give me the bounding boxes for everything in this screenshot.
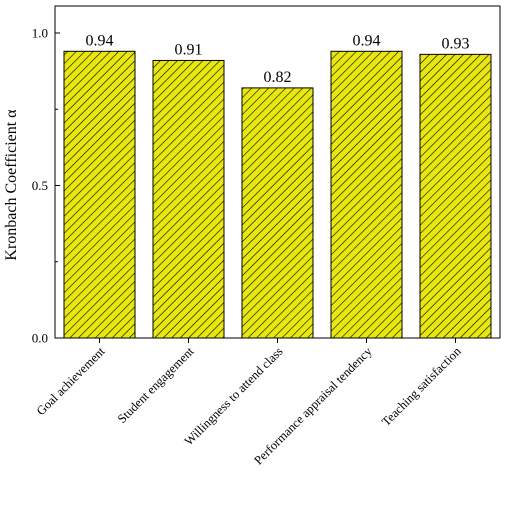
bar-value-label: 0.93 — [442, 35, 470, 52]
x-category-label: Willingness to attend class — [182, 344, 286, 448]
x-category-label: Goal achievement — [34, 344, 108, 418]
y-axis: 0.0 0.5 1.0 — [32, 26, 60, 346]
x-axis: Goal achievement Student engagementWillin… — [34, 338, 464, 468]
bar-value-label: 0.94 — [353, 32, 381, 49]
bar-value-label: 0.94 — [86, 32, 114, 49]
bar — [241, 87, 314, 339]
x-category-label: Teaching satisfaction — [379, 344, 464, 429]
data-labels-group: 0.94 0.91 0.82 0.94 0.93 — [86, 32, 470, 86]
bar — [330, 50, 403, 339]
bar-value-label: 0.82 — [264, 69, 292, 86]
y-tick-label: 0.0 — [32, 331, 48, 346]
bar — [419, 53, 492, 339]
y-tick-label: 0.5 — [32, 178, 48, 193]
bar — [63, 50, 136, 339]
bars-group — [63, 50, 492, 339]
y-axis-title: Kronbach Coefficient α — [3, 109, 20, 261]
x-category-label: Student engagement — [115, 344, 197, 426]
bar — [152, 59, 225, 339]
bar-value-label: 0.91 — [175, 41, 203, 58]
y-tick-label: 1.0 — [32, 26, 48, 41]
